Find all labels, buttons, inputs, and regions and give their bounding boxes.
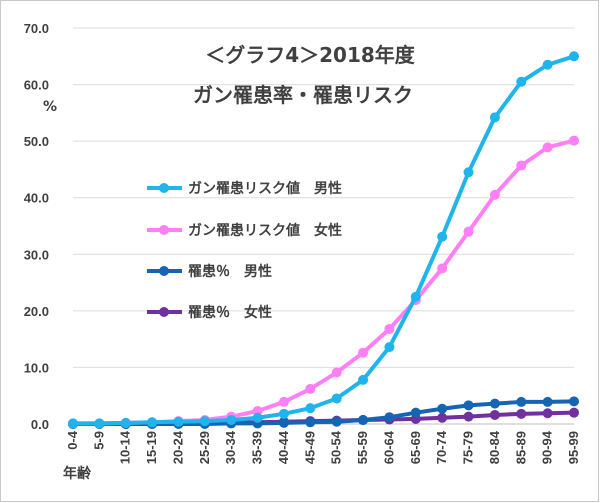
y-tick-label: 0.0: [31, 417, 49, 432]
data-point: [278, 417, 289, 428]
data-point: [569, 135, 579, 146]
data-point: [516, 396, 527, 407]
data-point: [278, 396, 289, 407]
x-tick-label: 15-19: [144, 431, 159, 464]
data-point: [358, 415, 369, 426]
x-tick-label: 20-24: [170, 430, 185, 464]
data-point: [94, 418, 105, 429]
data-point: [173, 416, 184, 427]
x-tick-label: 30-34: [223, 430, 238, 464]
x-axis-ticks: 0-4 5-9 10-14 15-19 20-24 25-29 30-34 35-39 40-4…: [65, 430, 581, 464]
data-point: [516, 408, 527, 419]
data-point: [542, 59, 553, 70]
x-tick-label: 80-84: [487, 430, 502, 464]
data-point: [516, 160, 527, 171]
data-point: [437, 263, 448, 274]
data-point: [463, 400, 474, 411]
x-tick-label: 10-14: [118, 430, 133, 464]
chart-title-line2: ガン罹患率・罹患リスク: [193, 83, 413, 107]
x-tick-label: 70-74: [434, 430, 449, 464]
data-point: [542, 396, 553, 407]
chart-title-line1: ＜グラフ4＞2018年度: [205, 43, 416, 67]
data-point: [569, 396, 579, 407]
x-axis-label: 年齢: [63, 465, 92, 482]
data-point: [410, 407, 421, 418]
data-point: [542, 142, 553, 153]
data-point: [437, 403, 448, 414]
data-point: [410, 291, 421, 302]
data-point: [358, 347, 369, 358]
data-point: [226, 415, 237, 426]
y-tick-label: 20.0: [24, 304, 49, 319]
data-point: [331, 367, 342, 378]
data-point: [331, 393, 342, 404]
x-tick-label: 45-49: [302, 431, 317, 464]
x-tick-label: 40-44: [276, 430, 291, 464]
y-tick-label: 40.0: [24, 191, 49, 206]
data-point: [384, 323, 395, 334]
data-point: [437, 412, 448, 423]
y-axis-unit: %: [43, 99, 57, 115]
data-point: [489, 398, 500, 409]
data-point: [489, 409, 500, 420]
data-point: [542, 408, 553, 419]
data-point: [489, 189, 500, 200]
data-point: [120, 417, 131, 428]
data-point: [331, 416, 342, 427]
x-tick-label: 65-69: [408, 431, 423, 464]
x-tick-label: 25-29: [197, 431, 212, 464]
data-point: [305, 417, 316, 428]
data-point: [463, 226, 474, 237]
x-tick-label: 55-59: [355, 431, 370, 464]
data-point: [569, 407, 579, 418]
data-point: [68, 418, 78, 429]
x-tick-label: 95-99: [566, 431, 581, 464]
x-tick-label: 5-9: [91, 431, 106, 450]
data-point: [516, 76, 527, 87]
legend-swatch-marker: [159, 266, 169, 276]
y-tick-label: 60.0: [24, 78, 49, 93]
data-point: [358, 374, 369, 385]
data-point: [199, 416, 210, 427]
x-tick-label: 0-4: [65, 430, 80, 450]
data-point: [489, 112, 500, 123]
legend-label: ガン罹患リスク値 男性: [188, 180, 342, 197]
x-tick-label: 75-79: [461, 431, 476, 464]
x-tick-label: 85-89: [513, 431, 528, 464]
data-point: [147, 417, 158, 428]
data-point: [437, 231, 448, 242]
y-axis-ticks: 0.0 10.0 20.0 30.0 40.0 50.0 60.0 70.0: [24, 21, 49, 432]
data-point: [278, 408, 289, 419]
y-tick-label: 50.0: [24, 134, 49, 149]
legend-label: ガン罹患リスク値 女性: [188, 222, 342, 239]
legend-label: 罹患％ 男性: [188, 263, 272, 280]
y-tick-label: 30.0: [24, 247, 49, 262]
data-point: [252, 412, 263, 423]
data-point: [569, 51, 579, 62]
x-tick-label: 50-54: [329, 430, 344, 464]
series-group: [68, 51, 579, 429]
legend-swatch-marker: [159, 183, 169, 193]
legend-swatch-marker: [159, 307, 169, 317]
y-tick-label: 70.0: [24, 21, 49, 36]
x-tick-label: 90-94: [540, 430, 555, 464]
x-tick-label: 35-39: [250, 431, 265, 464]
data-point: [384, 342, 395, 353]
data-point: [305, 383, 316, 394]
data-point: [463, 411, 474, 422]
data-point: [305, 403, 316, 414]
x-tick-label: 60-64: [381, 430, 396, 464]
legend-swatch-marker: [159, 225, 169, 235]
legend-label: 罹患％ 女性: [188, 304, 272, 321]
y-tick-label: 10.0: [24, 360, 49, 375]
data-point: [384, 412, 395, 423]
data-point: [463, 167, 474, 178]
